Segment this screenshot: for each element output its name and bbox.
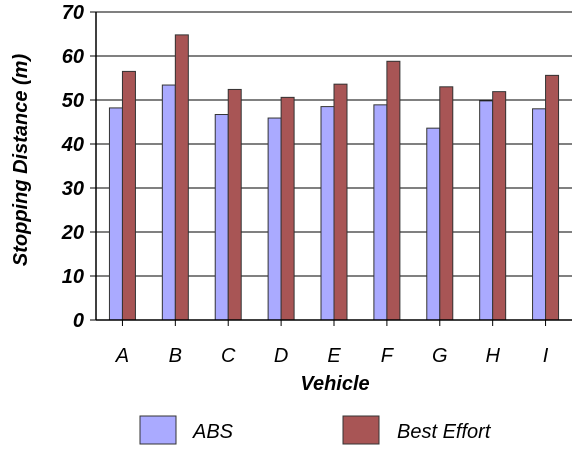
- bar-best-effort-c: [227, 88, 242, 321]
- bar-abs-a: [108, 107, 123, 321]
- bar-abs-b: [161, 84, 176, 321]
- legend-label-best-effort: Best Effort: [397, 421, 492, 443]
- x-tick-label: G: [432, 345, 448, 367]
- bar-best-effort-e: [333, 83, 348, 321]
- legend-label-abs: ABS: [192, 421, 234, 443]
- y-tick-label: 50: [62, 90, 84, 112]
- bars: [108, 34, 560, 321]
- legend-swatch-abs: [139, 415, 177, 445]
- bar-best-effort-f: [386, 60, 401, 321]
- bar-abs-c: [214, 114, 229, 321]
- bar-best-effort-g: [439, 86, 454, 321]
- y-tick-label: 0: [73, 310, 84, 332]
- y-tick-label: 10: [62, 266, 84, 288]
- bar-abs-f: [373, 104, 388, 321]
- x-tick-label: C: [221, 345, 236, 367]
- legend-swatch-best-effort: [342, 415, 380, 445]
- x-axis-label: Vehicle: [300, 373, 369, 395]
- y-tick-label: 60: [62, 46, 84, 68]
- x-tick-label: I: [543, 345, 549, 367]
- x-tick-label: B: [169, 345, 182, 367]
- bar-best-effort-i: [545, 74, 560, 321]
- bar-abs-d: [267, 117, 282, 321]
- bar-best-effort-h: [492, 91, 507, 321]
- bar-abs-i: [532, 108, 547, 321]
- x-tick-label: F: [381, 345, 395, 367]
- x-tick-label: A: [115, 345, 129, 367]
- y-tick-label: 20: [61, 222, 84, 244]
- bar-abs-h: [479, 100, 494, 321]
- y-tick-label: 70: [62, 2, 84, 24]
- bar-best-effort-b: [174, 34, 189, 321]
- x-tick-labels: A B C D E F G H I: [115, 345, 549, 367]
- bar-best-effort-d: [280, 96, 295, 321]
- y-axis-label: Stopping Distance (m): [10, 54, 32, 267]
- x-tick-label: D: [274, 345, 288, 367]
- y-tick-label: 30: [62, 178, 84, 200]
- x-tick-label: E: [327, 345, 341, 367]
- legend: ABS Best Effort: [139, 415, 492, 445]
- x-tick-label: H: [485, 345, 500, 367]
- axes: [90, 11, 572, 326]
- bar-best-effort-a: [121, 70, 136, 321]
- bar-abs-e: [320, 106, 335, 321]
- y-tick-label: 40: [61, 134, 84, 156]
- y-tick-labels: 0 10 20 30 40 50 60 70: [61, 2, 84, 332]
- bar-abs-g: [426, 127, 441, 321]
